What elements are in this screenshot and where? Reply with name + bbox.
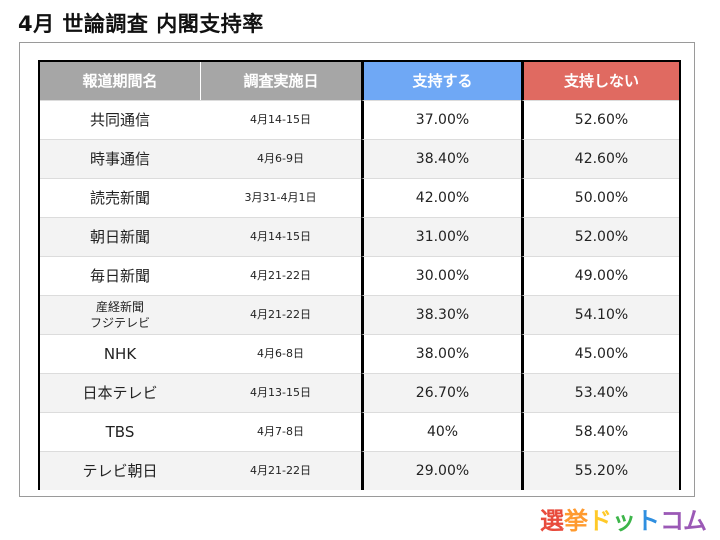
row-support: 37.00%: [361, 100, 521, 139]
row-oppose: 42.60%: [521, 139, 679, 178]
logo-char: ッ: [612, 506, 636, 535]
row-oppose: 55.20%: [521, 451, 679, 490]
row-date: 4月21-22日: [200, 256, 361, 295]
logo-char: コム: [660, 506, 707, 535]
row-date: 4月21-22日: [200, 451, 361, 490]
header-outlet: 報道期間名: [40, 62, 200, 100]
row-date: 4月14-15日: [200, 100, 361, 139]
row-oppose: 53.40%: [521, 373, 679, 412]
row-oppose: 54.10%: [521, 295, 679, 334]
approval-table: 報道期間名 調査実施日 支持する 支持しない 共同通信 4月14-15日 37.…: [38, 60, 681, 490]
row-outlet: テレビ朝日: [40, 451, 200, 490]
page-title: 4月 世論調査 内閣支持率: [18, 12, 264, 36]
site-logo: 選 挙 ド ッ ト コム: [540, 502, 707, 535]
row-outlet-line1: 産経新聞: [95, 299, 144, 314]
row-support: 30.00%: [361, 256, 521, 295]
row-oppose: 52.00%: [521, 217, 679, 256]
row-date: 4月13-15日: [200, 373, 361, 412]
table-frame: [19, 42, 695, 497]
row-date: 4月14-15日: [200, 217, 361, 256]
logo-char: 挙: [564, 506, 588, 535]
header-support: 支持する: [361, 62, 521, 100]
row-outlet: 朝日新聞: [40, 217, 200, 256]
row-date: 3月31-4月1日: [200, 178, 361, 217]
logo-char: 選: [540, 506, 564, 535]
logo-char: ド: [588, 506, 612, 535]
row-support: 38.30%: [361, 295, 521, 334]
row-outlet: 毎日新聞: [40, 256, 200, 295]
row-support: 38.00%: [361, 334, 521, 373]
row-outlet-line2: フジテレビ: [89, 316, 150, 330]
row-date: 4月7-8日: [200, 412, 361, 451]
header-date: 調査実施日: [200, 62, 361, 100]
row-oppose: 45.00%: [521, 334, 679, 373]
row-oppose: 49.00%: [521, 256, 679, 295]
row-outlet: NHK: [40, 334, 200, 373]
row-outlet: 読売新聞: [40, 178, 200, 217]
row-oppose: 58.40%: [521, 412, 679, 451]
row-support: 31.00%: [361, 217, 521, 256]
logo-char: ト: [636, 506, 660, 535]
row-support: 29.00%: [361, 451, 521, 490]
row-oppose: 52.60%: [521, 100, 679, 139]
row-date: 4月6-9日: [200, 139, 361, 178]
row-support: 42.00%: [361, 178, 521, 217]
row-outlet: 日本テレビ: [40, 373, 200, 412]
row-support: 40%: [361, 412, 521, 451]
row-support: 38.40%: [361, 139, 521, 178]
row-outlet: TBS: [40, 412, 200, 451]
header-oppose: 支持しない: [521, 62, 679, 100]
row-oppose: 50.00%: [521, 178, 679, 217]
row-support: 26.70%: [361, 373, 521, 412]
row-date: 4月6-8日: [200, 334, 361, 373]
row-date: 4月21-22日: [200, 295, 361, 334]
row-outlet: 産経新聞 フジテレビ: [40, 295, 200, 334]
row-outlet: 共同通信: [40, 100, 200, 139]
row-outlet: 時事通信: [40, 139, 200, 178]
